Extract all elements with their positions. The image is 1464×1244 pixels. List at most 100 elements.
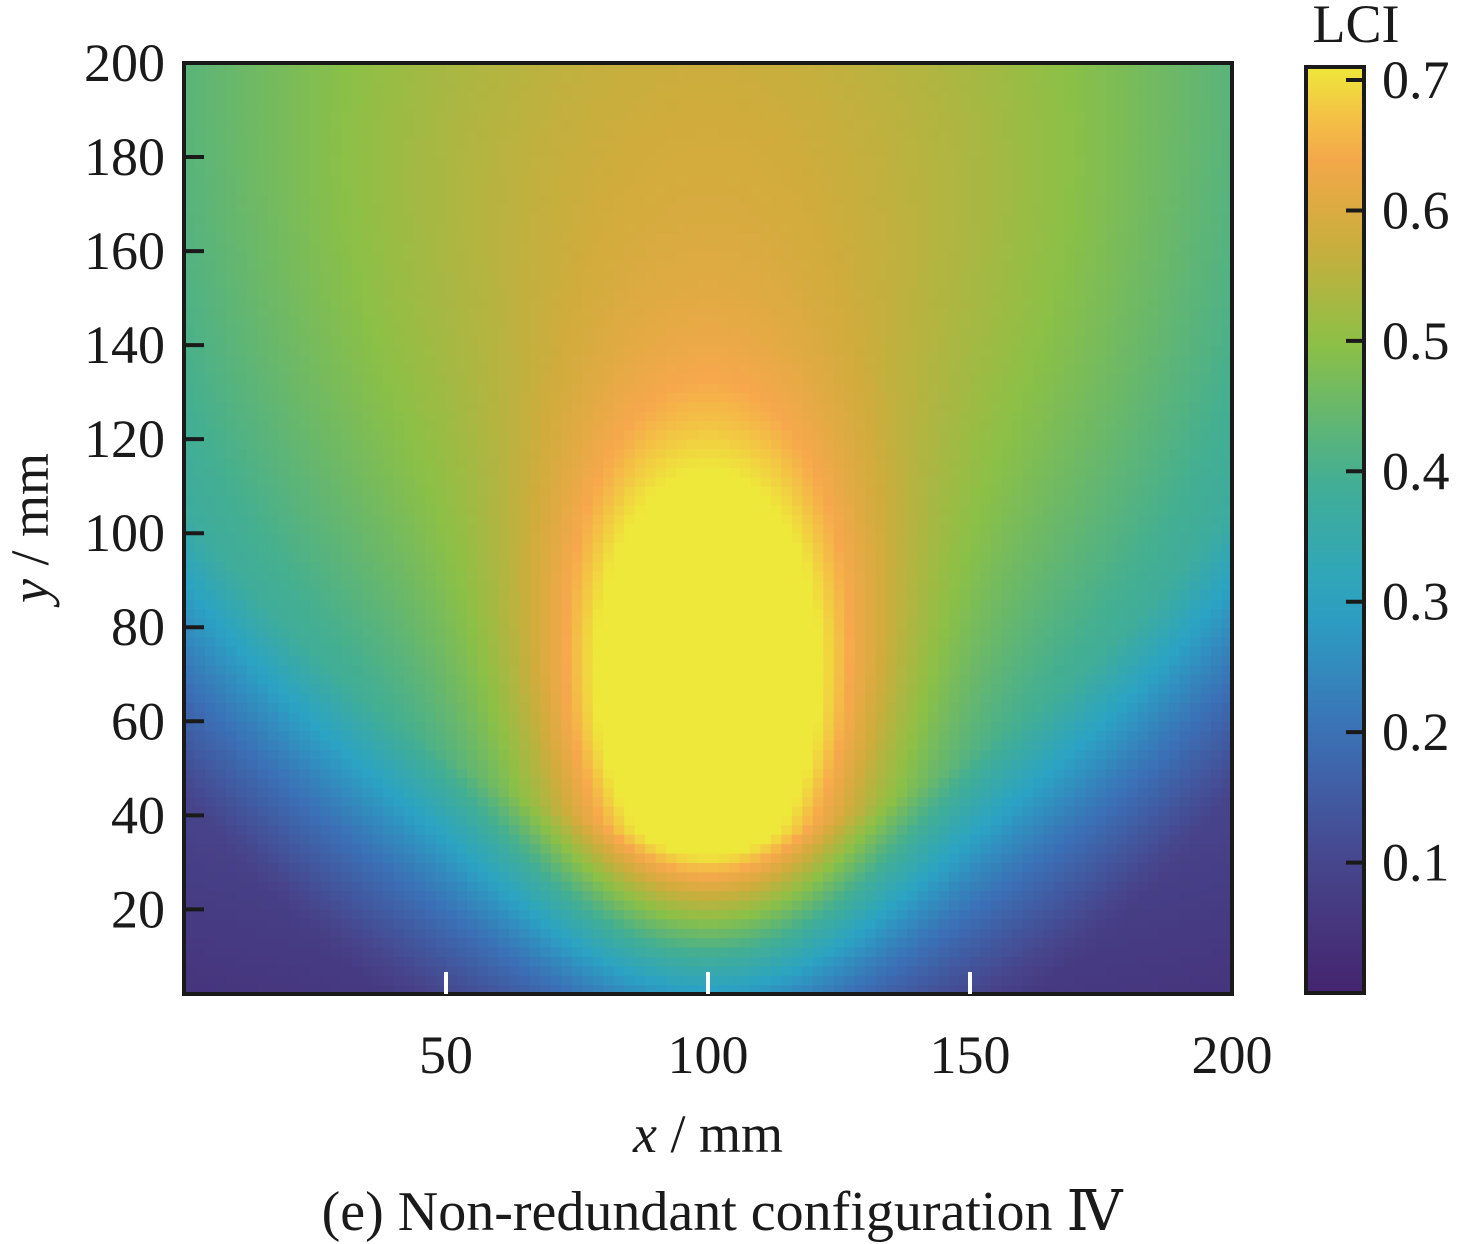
- heatmap-cell: [278, 580, 290, 591]
- heatmap-cell: [1074, 617, 1086, 628]
- heatmap-cell: [760, 881, 772, 892]
- heatmap-cell: [865, 664, 877, 675]
- heatmap-cell: [1053, 542, 1065, 553]
- heatmap-cell: [225, 730, 237, 741]
- heatmap-cell: [351, 561, 363, 572]
- heatmap-cell: [907, 674, 919, 685]
- heatmap-cell: [498, 674, 510, 685]
- heatmap-cell: [498, 918, 510, 929]
- heatmap-cell: [1053, 589, 1065, 600]
- heatmap-cell: [204, 740, 217, 751]
- heatmap-cell: [1200, 918, 1212, 929]
- heatmap-cell: [875, 533, 887, 544]
- heatmap-cell: [1043, 928, 1055, 939]
- heatmap-cell: [959, 749, 971, 760]
- heatmap-cell: [1179, 740, 1191, 751]
- heatmap-cell: [550, 834, 562, 845]
- heatmap-cell: [246, 542, 258, 553]
- heatmap-cell: [383, 862, 395, 873]
- heatmap-cell: [645, 664, 657, 675]
- heatmap-cell: [624, 533, 636, 544]
- heatmap-cell: [498, 909, 510, 920]
- heatmap-cell: [1022, 843, 1034, 854]
- heatmap-cell: [949, 909, 961, 920]
- heatmap-cell: [435, 965, 447, 976]
- heatmap-cell: [215, 674, 227, 685]
- heatmap-cell: [687, 664, 699, 675]
- heatmap-cell: [739, 646, 751, 657]
- heatmap-cell: [498, 693, 510, 704]
- heatmap-cell: [225, 711, 237, 722]
- heatmap-cell: [875, 711, 887, 722]
- heatmap-cell: [718, 693, 730, 704]
- heatmap-cell: [886, 796, 898, 807]
- heatmap-cell: [687, 909, 699, 920]
- heatmap-cell: [571, 570, 583, 581]
- heatmap-cell: [1095, 824, 1107, 835]
- heatmap-cell: [959, 627, 971, 638]
- heatmap-cell: [949, 899, 961, 910]
- heatmap-cell: [1221, 636, 1232, 647]
- heatmap-cell: [330, 646, 342, 657]
- heatmap-cell: [435, 937, 447, 948]
- heatmap-cell: [592, 824, 604, 835]
- heatmap-cell: [466, 965, 479, 976]
- heatmap-cell: [1116, 711, 1128, 722]
- heatmap-cell: [980, 965, 992, 976]
- heatmap-cell: [1179, 646, 1191, 657]
- heatmap-cell: [372, 702, 384, 713]
- heatmap-cell: [487, 975, 499, 986]
- heatmap-cell: [414, 984, 426, 994]
- heatmap-cell: [351, 937, 363, 948]
- heatmap-cell: [456, 542, 468, 553]
- heatmap-cell: [204, 608, 217, 619]
- heatmap-cell: [697, 965, 709, 976]
- heatmap-cell: [603, 937, 615, 948]
- heatmap-cell: [1148, 561, 1160, 572]
- heatmap-cell: [603, 890, 615, 901]
- heatmap-cell: [446, 777, 458, 788]
- heatmap-cell: [1211, 834, 1223, 845]
- heatmap-cell: [1106, 608, 1118, 619]
- heatmap-cell: [362, 693, 374, 704]
- heatmap-cell: [257, 984, 269, 994]
- heatmap-cell: [676, 899, 688, 910]
- heatmap-cell: [404, 777, 416, 788]
- heatmap-cell: [781, 674, 793, 685]
- heatmap-cell: [718, 909, 730, 920]
- heatmap-cell: [917, 758, 929, 769]
- heatmap-cell: [1095, 975, 1107, 986]
- heatmap-cell: [236, 730, 248, 741]
- heatmap-cell: [917, 646, 929, 657]
- heatmap-cell: [477, 852, 489, 863]
- heatmap-cell: [603, 852, 615, 863]
- heatmap-cell: [383, 909, 395, 920]
- heatmap-cell: [561, 646, 573, 657]
- heatmap-cell: [299, 796, 311, 807]
- heatmap-cell: [550, 580, 562, 591]
- heatmap-cell: [320, 589, 332, 600]
- heatmap-cell: [1095, 984, 1107, 994]
- heatmap-cell: [1074, 702, 1086, 713]
- heatmap-cell: [435, 975, 447, 986]
- heatmap-cell: [1211, 899, 1223, 910]
- heatmap-cell: [1011, 674, 1023, 685]
- heatmap-cell: [425, 965, 437, 976]
- heatmap-cell: [697, 890, 709, 901]
- heatmap-cell: [561, 674, 573, 685]
- heatmap-cell: [362, 946, 374, 957]
- heatmap-cell: [875, 589, 887, 600]
- heatmap-cell: [760, 975, 772, 986]
- heatmap-cell: [666, 561, 678, 572]
- heatmap-cell: [770, 787, 782, 798]
- heatmap-cell: [823, 730, 835, 741]
- heatmap-cell: [1127, 834, 1139, 845]
- heatmap-cell: [802, 975, 814, 986]
- heatmap-cell: [708, 580, 720, 591]
- heatmap-cell: [278, 899, 290, 910]
- heatmap-cell: [393, 805, 405, 816]
- heatmap-cell: [728, 580, 741, 591]
- heatmap-cell: [812, 693, 824, 704]
- heatmap-cell: [666, 664, 678, 675]
- heatmap-cell: [1064, 824, 1076, 835]
